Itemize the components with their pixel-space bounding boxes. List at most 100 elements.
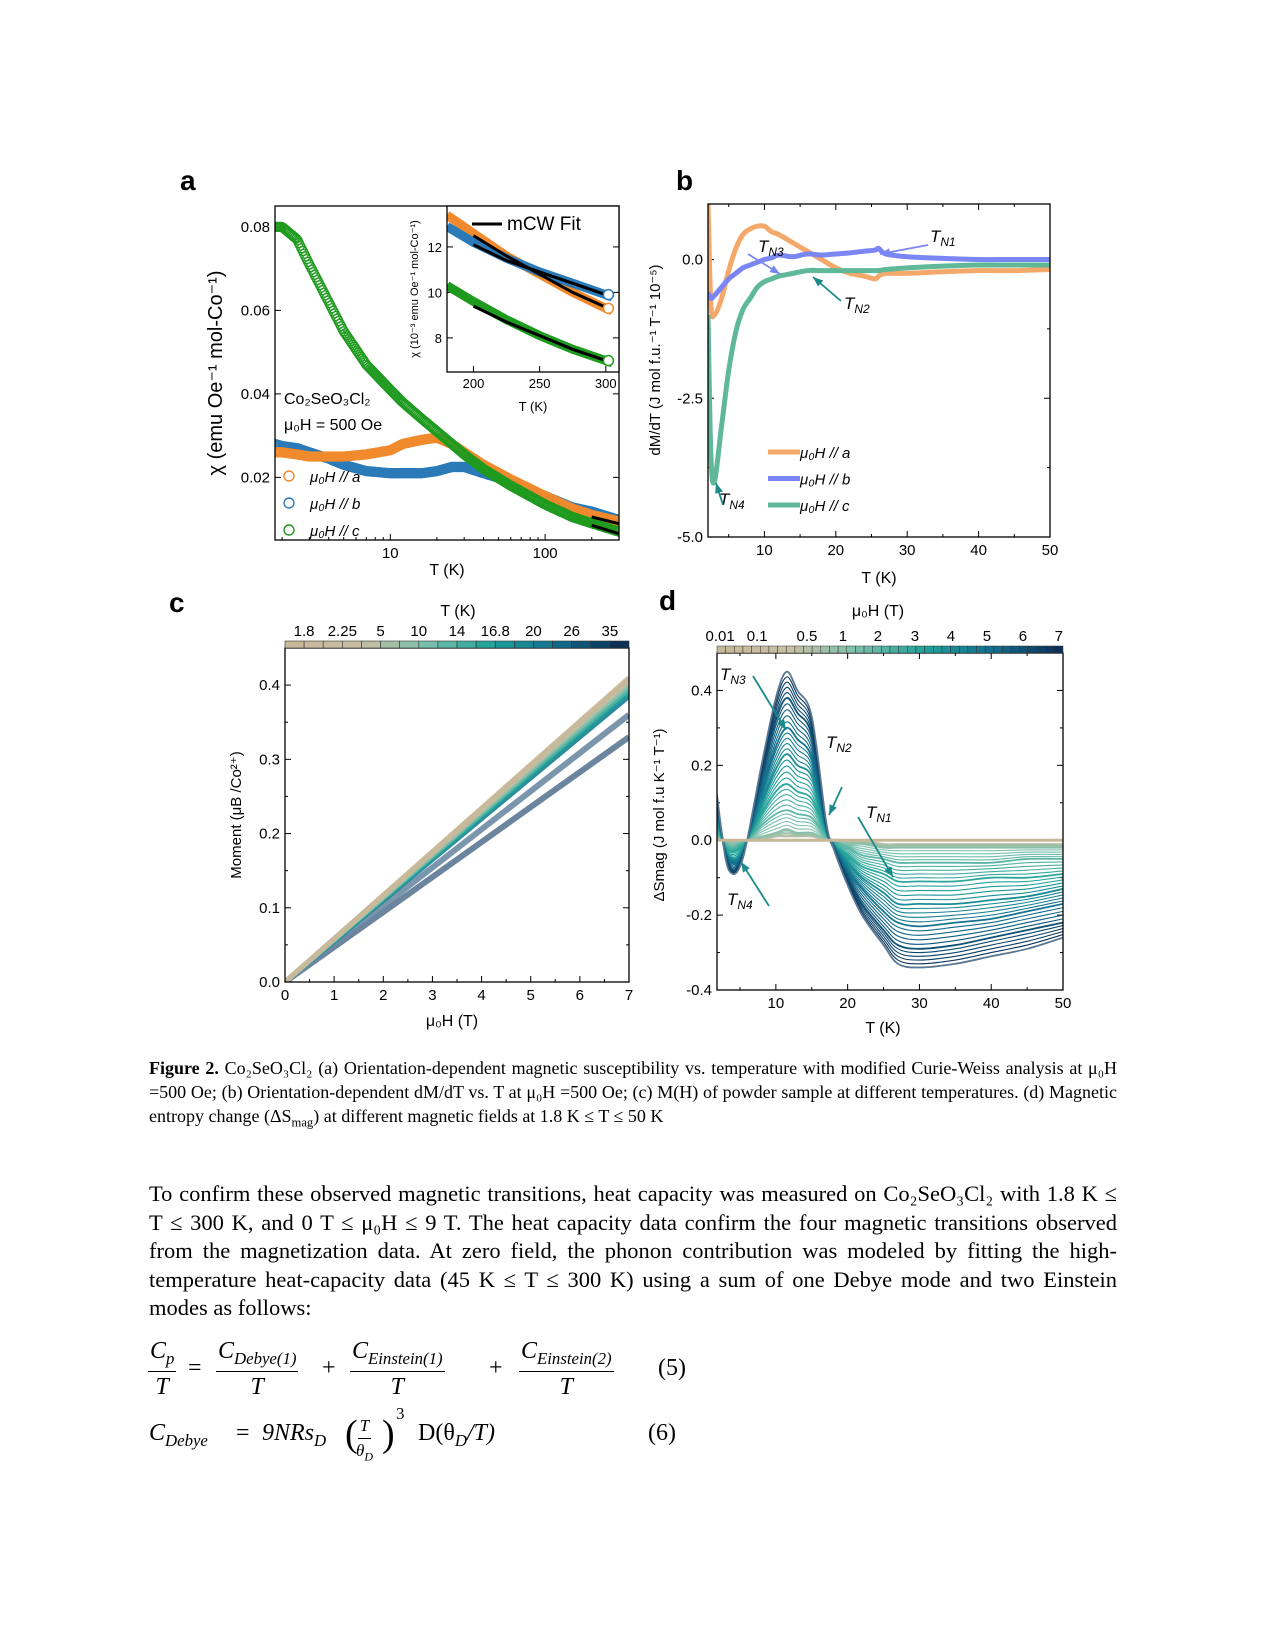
annotation-sub: N4 (729, 498, 745, 512)
legend-label: μ₀H // c (309, 523, 360, 540)
annotation-sub: N4 (737, 898, 753, 912)
x-tick-label: 4 (477, 987, 485, 1004)
colorbar-segment (751, 645, 761, 654)
colorbar-segment (380, 640, 400, 649)
eq-sub: Debye (165, 1430, 208, 1450)
panel-label-d: d (659, 585, 676, 616)
label-tn3: TN3 (758, 237, 784, 259)
colorbar-segment (811, 645, 822, 654)
colorbar-segment (361, 640, 381, 649)
eq-sub: D (364, 1449, 373, 1464)
colorbar-segment (967, 645, 977, 654)
caption-label: Figure 2. (149, 1058, 219, 1078)
x-axis-label: T (K) (865, 1020, 900, 1037)
x-tick-label: 10 (756, 542, 773, 559)
series-c (275, 221, 619, 537)
colorbar-segment (1002, 645, 1012, 654)
colorbar-segment (898, 645, 908, 654)
colorbar-segment (609, 640, 630, 649)
colorbar-segment (777, 645, 787, 654)
colorbar-segment (571, 640, 592, 649)
entropy-curve-interp (717, 817, 1063, 858)
annotation-sub: N2 (854, 302, 870, 316)
eq5-term-2: CEinstein(1) T (350, 1338, 445, 1401)
panel-b-axes: 10 20 30 40 50 0.0 -2.5 -5.0 (677, 204, 1058, 559)
inset-y-axis-label: χ (10⁻³ emu Oe⁻¹ mol-Co⁻¹) (409, 220, 421, 358)
panel-d-series (717, 670, 1063, 969)
y-axis-label: ΔSmag (J mol f.u K⁻¹ T⁻¹) (651, 728, 668, 901)
y-tick-label: 0.04 (241, 386, 270, 403)
series-b (708, 245, 1050, 301)
colorbar-segment (794, 645, 804, 654)
eq-sub: D (314, 1430, 327, 1450)
y-tick-label: 0.1 (259, 900, 280, 917)
y-tick-label: 12 (428, 240, 442, 255)
eq-symbol: C (352, 1338, 369, 1364)
colorbar-segment (1045, 645, 1055, 654)
equation-number: (5) (658, 1355, 686, 1381)
colorbar-segment (855, 645, 865, 654)
x-tick-label: 3 (428, 987, 436, 1004)
annotation-symbol: T (844, 294, 856, 313)
x-tick-label: 100 (533, 545, 558, 562)
colorbar-segment (976, 645, 986, 654)
x-tick-label: 50 (1055, 995, 1072, 1012)
legend-label: μ₀H // a (309, 469, 360, 486)
colorbar-segment (533, 640, 553, 649)
legend-label: μ₀H // a (799, 445, 850, 462)
eq-sub: Einstein(2) (537, 1348, 612, 1368)
colorbar-segment (889, 645, 899, 654)
y-tick-label: 8 (435, 331, 442, 346)
field-label: μ₀H = 500 Oe (284, 417, 382, 434)
compound-label: Co₂SeO₃Cl₂ (284, 391, 371, 408)
colorbar-segment (552, 640, 572, 649)
colorbar-segment (872, 645, 882, 654)
eq-symbol: T (250, 1373, 264, 1400)
figure-caption: Figure 2. Co₂SeO₃Cl₂ (a) Orientation-dep… (149, 1056, 1117, 1135)
x-axis-label: T (K) (429, 562, 464, 579)
legend-label: μ₀H // c (799, 498, 850, 515)
colorbar-tick-label: 0.1 (747, 628, 768, 645)
eq-symbol: T (390, 1373, 404, 1400)
series-a (708, 204, 1050, 320)
colorbar-tick-label: 5 (376, 623, 384, 640)
colorbar-tick-label: 16.8 (481, 623, 510, 640)
endpoint-marker (602, 354, 615, 367)
y-tick-label: 0.4 (691, 682, 712, 699)
x-tick-label: 0 (281, 987, 289, 1004)
colorbar-segment (924, 645, 934, 654)
colorbar-segment (915, 645, 925, 654)
colorbar-field: 0.01 0.1 0.5 1 2 3 4 5 6 7 (706, 628, 1064, 654)
inset-series (447, 211, 615, 368)
y-tick-label: -2.5 (677, 390, 703, 407)
annotation-sub: N3 (768, 245, 784, 259)
x-tick-label: 20 (839, 995, 856, 1012)
y-tick-label: 0.0 (259, 974, 280, 991)
y-tick-label: 10 (428, 285, 442, 300)
y-axis-label: dM/dT (J mol f.u.⁻¹ T⁻¹ 10⁻⁵) (647, 264, 664, 455)
arrow-tn2-head (829, 804, 837, 815)
eq-sub: p (166, 1348, 175, 1368)
y-tick-label: 0.2 (259, 826, 280, 843)
colorbar-segment (950, 645, 960, 654)
colorbar-segment (984, 645, 995, 654)
colorbar-tick-label: 5 (983, 628, 991, 645)
arrow-tn4-head (715, 483, 723, 494)
eq-symbol: /T) (466, 1420, 495, 1446)
colorbar-tick-label: 2.25 (328, 623, 357, 640)
y-tick-label: -5.0 (677, 529, 703, 546)
colorbar-segment (958, 645, 969, 654)
eq-symbol: T (155, 1373, 169, 1400)
label-tn2: TN2 (844, 294, 870, 316)
y-tick-label: 0.08 (241, 219, 270, 236)
y-tick-label: 0.0 (691, 832, 712, 849)
colorbar-segment (590, 640, 611, 649)
inset-x-axis-label: T (K) (519, 399, 548, 414)
mcw-fit-line (472, 234, 607, 309)
annotation-symbol: T (930, 227, 942, 246)
fit-line (591, 515, 619, 526)
equation-number: (6) (648, 1420, 676, 1446)
eq-symbol: T (357, 1416, 372, 1439)
panel-a-axes: 10 100 0.02 0.04 0.06 0.08 (241, 219, 620, 562)
